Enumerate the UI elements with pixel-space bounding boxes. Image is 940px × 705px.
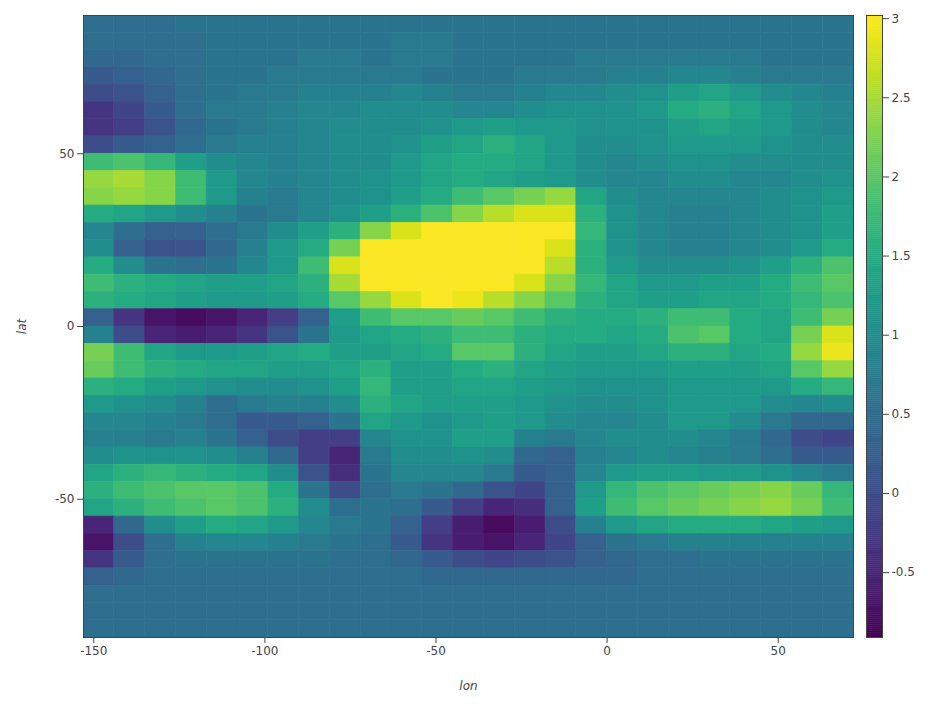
svg-text:-150: -150 xyxy=(80,644,107,658)
svg-text:0.5: 0.5 xyxy=(892,407,911,421)
svg-text:50: 50 xyxy=(59,147,74,161)
svg-text:0: 0 xyxy=(603,644,611,658)
svg-text:lon: lon xyxy=(459,679,477,693)
svg-text:2.5: 2.5 xyxy=(892,91,911,105)
svg-text:1.5: 1.5 xyxy=(892,249,911,263)
svg-text:0: 0 xyxy=(892,486,900,500)
svg-text:50: 50 xyxy=(771,644,786,658)
svg-text:-50: -50 xyxy=(426,644,446,658)
svg-text:3: 3 xyxy=(892,12,900,26)
svg-text:-50: -50 xyxy=(55,492,75,506)
svg-text:0: 0 xyxy=(67,319,75,333)
svg-text:-100: -100 xyxy=(251,644,278,658)
svg-text:lat: lat xyxy=(15,318,29,335)
svg-text:2: 2 xyxy=(892,170,900,184)
svg-text:1: 1 xyxy=(892,328,900,342)
svg-text:-0.5: -0.5 xyxy=(892,565,915,579)
